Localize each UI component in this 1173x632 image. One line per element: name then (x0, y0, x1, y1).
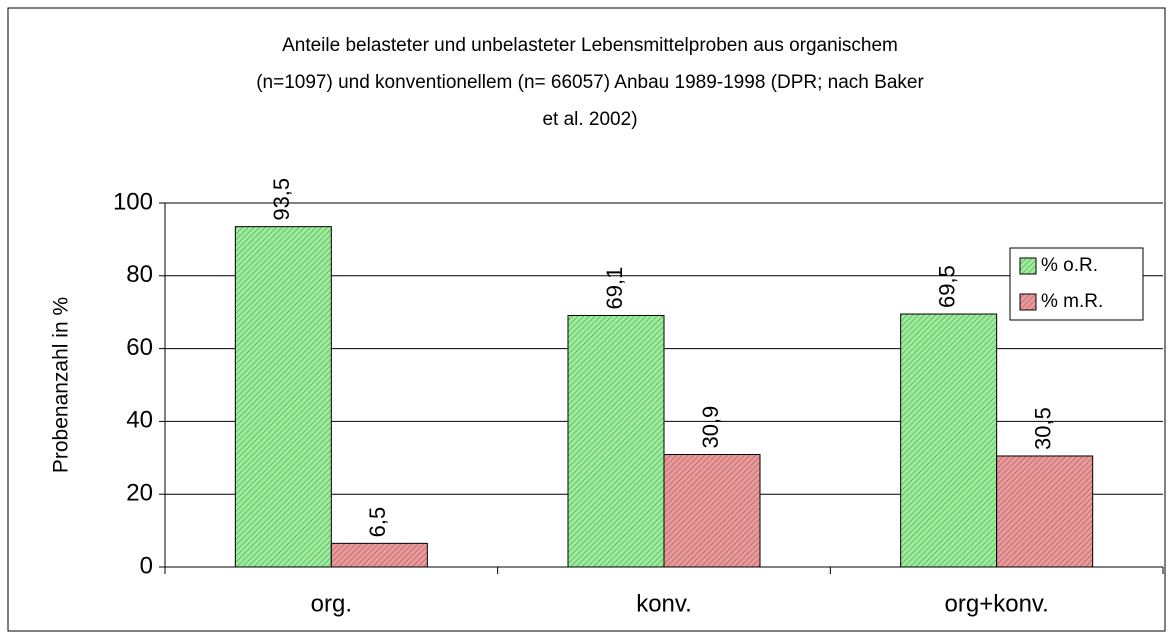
x-tick-label: org. (311, 590, 352, 617)
bar (567, 314, 665, 568)
y-tick-label: 40 (126, 407, 153, 434)
data-label: 6,5 (365, 507, 390, 538)
legend-swatch (1019, 293, 1037, 311)
legend-label: % o.R. (1041, 255, 1098, 276)
bar (330, 542, 428, 568)
chart-title: (n=1097) und konventionellem (n= 66057) … (256, 72, 924, 93)
data-label: 69,5 (934, 265, 959, 308)
y-tick-label: 0 (140, 552, 153, 579)
bar (663, 454, 761, 568)
data-label: 93,5 (269, 178, 294, 221)
data-label: 30,5 (1030, 407, 1055, 450)
y-tick-label: 60 (126, 334, 153, 361)
y-tick-label: 20 (126, 480, 153, 507)
y-tick-label: 80 (126, 261, 153, 288)
x-tick-label: org+konv. (945, 590, 1049, 617)
y-tick-label: 100 (113, 188, 153, 215)
chart-title: et al. 2002) (542, 109, 637, 130)
bar (900, 313, 998, 568)
legend-label: % m.R. (1041, 291, 1103, 312)
data-label: 69,1 (602, 267, 627, 310)
chart-title: Anteile belasteter und unbelasteter Lebe… (282, 35, 898, 56)
legend-swatch (1019, 257, 1037, 275)
bar (234, 226, 332, 568)
bar (996, 455, 1094, 568)
y-axis-label: Probenanzahl in % (50, 297, 73, 473)
x-tick-label: konv. (636, 590, 692, 617)
data-label: 30,9 (698, 406, 723, 449)
